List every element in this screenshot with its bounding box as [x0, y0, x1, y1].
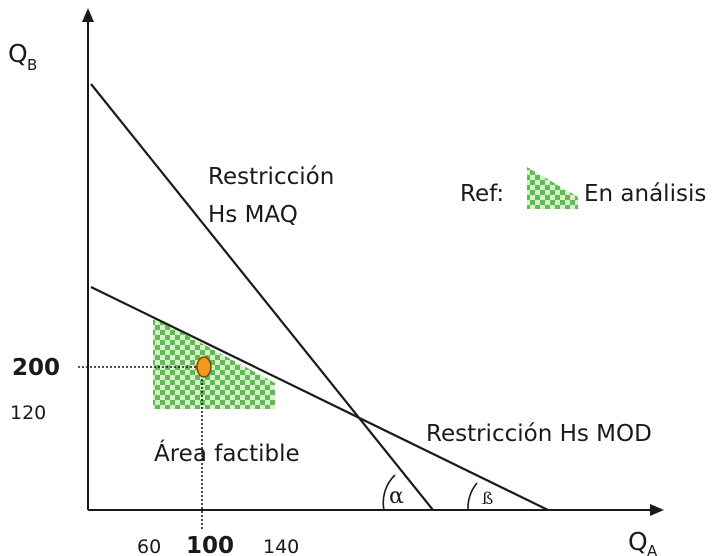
x-tick-60: 60 — [137, 536, 161, 556]
legend: Ref: En análisis — [460, 167, 706, 209]
legend-label: En análisis — [584, 181, 706, 207]
legend-swatch-icon — [527, 167, 578, 209]
maq-constraint-label-line1: Restricción — [208, 164, 334, 190]
maq-constraint-line — [90, 83, 434, 511]
alpha-angle-arc — [382, 474, 396, 511]
analysis-region — [153, 317, 275, 409]
y-tick-120: 120 — [10, 402, 46, 424]
mod-constraint-label: Restricción Hs MOD — [426, 421, 652, 447]
y-axis-label: Q — [8, 39, 28, 68]
feasible-area-label: Área factible — [154, 439, 300, 467]
mod-constraint-line — [90, 286, 549, 511]
x-tick-100: 100 — [186, 533, 234, 556]
legend-prefix: Ref: — [460, 181, 504, 207]
x-axis-label-subscript: A — [647, 542, 658, 556]
y-tick-200: 200 — [12, 355, 60, 381]
evaluated-point — [196, 356, 212, 378]
y-axis-label-subscript: B — [27, 56, 37, 74]
maq-constraint-label-line2: Hs MAQ — [208, 202, 298, 228]
alpha-label: α — [389, 484, 404, 509]
beta-angle-arc — [467, 482, 478, 511]
y-axis-arrowhead — [82, 8, 94, 22]
beta-label: ß — [482, 489, 493, 509]
x-tick-140: 140 — [263, 536, 299, 556]
x-axis-label: Q — [628, 527, 648, 556]
x-axis-arrowhead — [650, 504, 664, 516]
